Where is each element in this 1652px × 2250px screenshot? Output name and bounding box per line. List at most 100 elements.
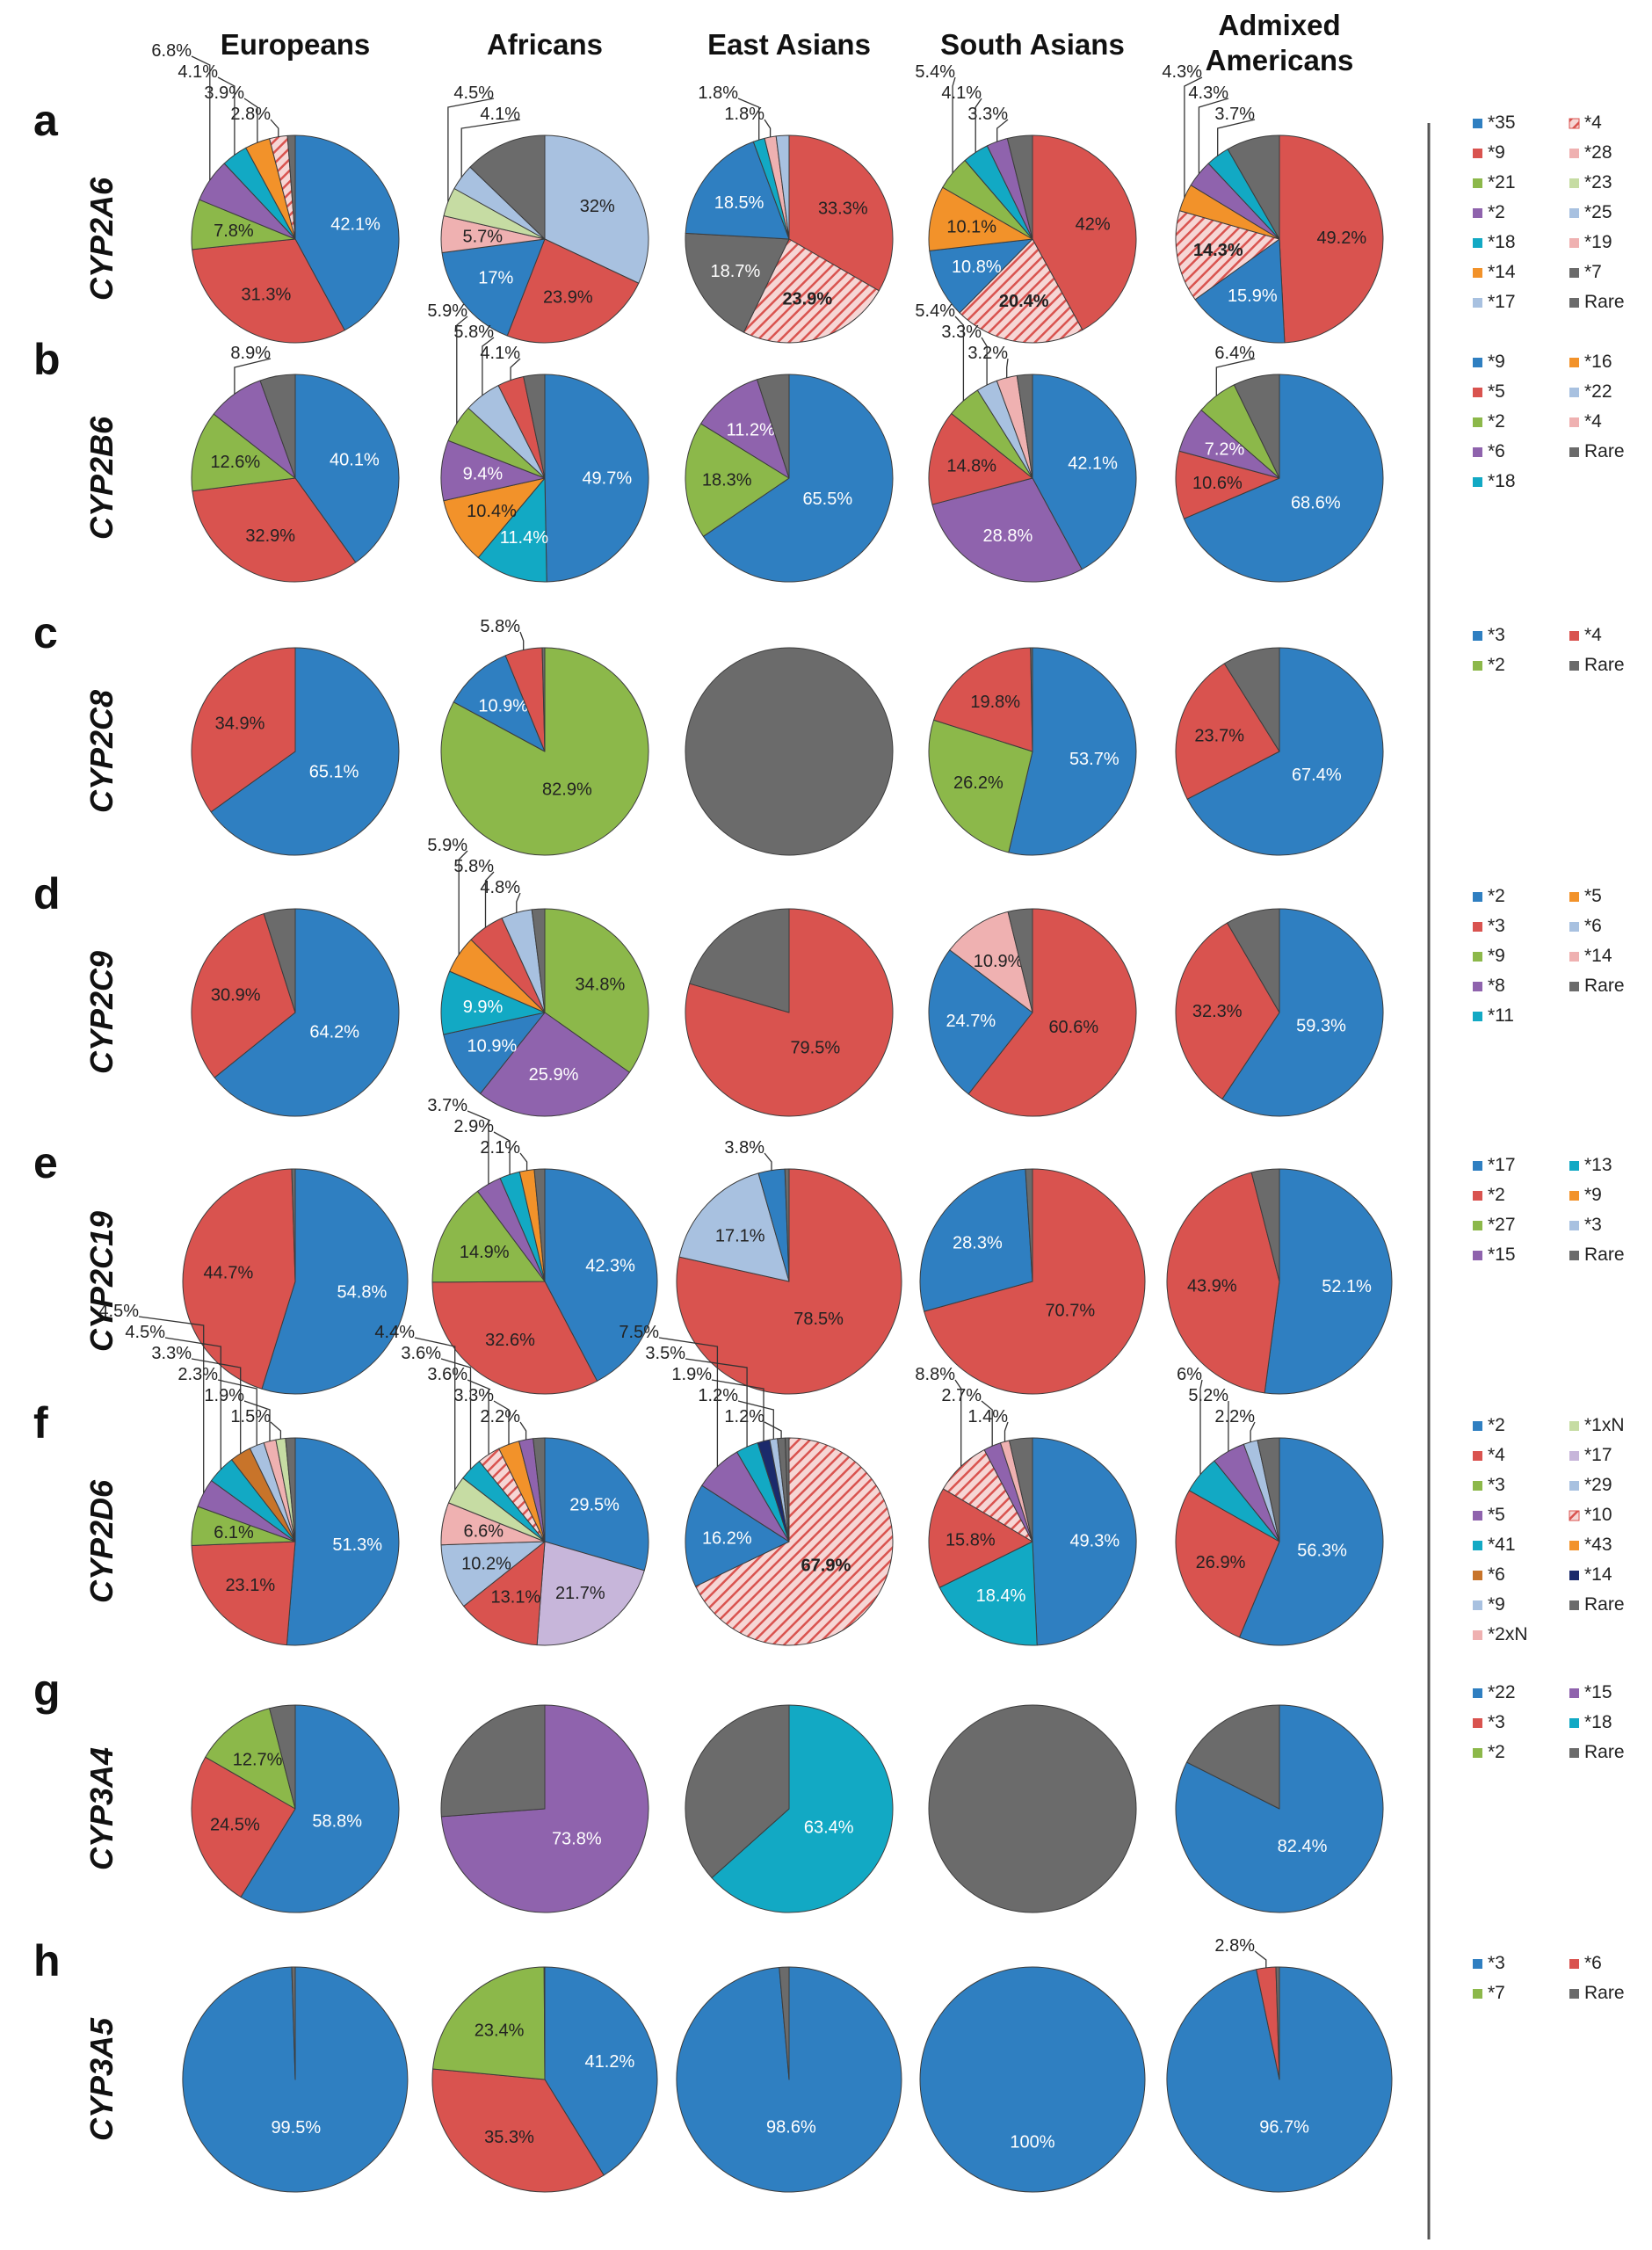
data-label: 58.8% <box>312 1812 362 1832</box>
legend-swatch <box>1473 952 1482 962</box>
legend-swatch <box>1473 1251 1482 1260</box>
legend-swatch <box>1569 1718 1579 1728</box>
column-header: Europeans <box>221 28 371 61</box>
data-label: 6.1% <box>214 1523 254 1542</box>
data-label: 49.3% <box>1069 1531 1119 1550</box>
column-header: Admixed Americans <box>1206 9 1354 76</box>
data-label: 44.7% <box>204 1264 254 1283</box>
leader-line <box>981 337 988 385</box>
pie-slice <box>785 1437 790 1542</box>
leader-line <box>217 76 235 156</box>
legend-swatch <box>1569 1600 1579 1610</box>
pie-chart: 60.6% 24.7% 10.9% <box>928 908 1137 1117</box>
gene-label: CYP3A4 <box>83 1747 120 1870</box>
legend-item: *43 <box>1584 1535 1612 1555</box>
leader-line <box>1184 76 1203 198</box>
pie-slice <box>685 423 790 537</box>
legend-item: *6 <box>1488 1564 1505 1585</box>
legend-item: *41 <box>1488 1535 1516 1555</box>
data-label: 3.3% <box>941 323 982 342</box>
legend-item: *14 <box>1584 1564 1612 1585</box>
pie-chart: 82.9% 10.9% 5.8% <box>440 617 649 856</box>
legend: *35 *4 *9 *28 *21 *23 *2 *25 *18 *19 *14 *7 *17 Rare <box>1473 112 1625 312</box>
data-label: 4.1% <box>941 83 982 103</box>
data-label: 70.7% <box>1045 1302 1095 1321</box>
legend-swatch <box>1473 1451 1482 1461</box>
data-label: 1.8% <box>724 105 764 124</box>
legend-swatch <box>1569 1161 1579 1171</box>
pie-chart: 73.8% <box>440 1704 649 1913</box>
pie-slice <box>784 1168 790 1282</box>
legend-item: *3 <box>1488 1712 1505 1732</box>
legend-item: *17 <box>1584 1445 1612 1465</box>
legend-item: *4 <box>1584 411 1602 432</box>
leader-line <box>1250 1421 1256 1442</box>
pie-slice <box>261 1168 409 1395</box>
pie-slice <box>286 1437 400 1646</box>
pie-slice <box>788 134 894 292</box>
pie-slice <box>1175 450 1280 519</box>
legend-swatch <box>1569 417 1579 427</box>
legend-item: *6 <box>1584 1953 1602 1973</box>
legend-swatch <box>1569 1481 1579 1491</box>
legend-swatch <box>1473 1959 1482 1969</box>
data-label: 1.2% <box>698 1386 738 1405</box>
data-label: 49.7% <box>582 468 632 488</box>
legend-item: *14 <box>1584 946 1612 966</box>
data-label: 5.4% <box>915 62 955 82</box>
legend: *22 *15 *3 *18 *2 Rare <box>1473 1682 1625 1762</box>
pie-row-cyp3a5: h CYP3A5 99.5% 41.2% 35.3% 23.4% 98.6% 100% 96.7… <box>33 1936 1625 2193</box>
pie-slice <box>1007 908 1033 1013</box>
pie-row-cyp2d6: f CYP2D6 51.3% 23.1% 6.1% 1.5% 1.9% 2.3% 3.3% 4.5… <box>33 1302 1625 1646</box>
pie-slice <box>432 1966 546 2080</box>
gene-label: CYP2A6 <box>83 177 120 301</box>
pie-chart: 42.1%31.3%7.8%2.8%3.9%4.1%6.8% <box>151 41 400 344</box>
data-label: 10.9% <box>478 696 528 715</box>
legend-item: *9 <box>1488 1594 1505 1615</box>
legend-swatch <box>1569 892 1579 902</box>
pie-slice <box>928 1704 1137 1913</box>
pie-chart: 56.3% 26.9% 2.2% 5.2% 6% <box>1175 1365 1384 1646</box>
pie-slice <box>685 647 894 856</box>
legend-item: Rare <box>1584 1245 1625 1265</box>
pie-slice <box>192 238 345 344</box>
data-label: 10.1% <box>946 218 996 237</box>
legend-swatch <box>1569 178 1579 188</box>
legend-swatch <box>1569 1221 1579 1230</box>
pie-slice <box>543 1966 546 2080</box>
pie-slice <box>210 647 400 856</box>
pie-row-cyp2c19: e CYP2C19 54.8% 44.7% 42.3% 32.6% 14.9% 2.1% 2.9… <box>33 1096 1625 1395</box>
pie-slice <box>480 1012 630 1117</box>
pie-slice <box>544 1437 649 1571</box>
legend-swatch <box>1569 238 1579 248</box>
pie-slice <box>1032 374 1137 570</box>
leader-line <box>460 119 521 178</box>
leader-line <box>270 1421 282 1440</box>
data-label: 4.5% <box>98 1302 139 1321</box>
data-label: 5.8% <box>453 323 494 342</box>
legend-swatch <box>1473 358 1482 367</box>
data-label: 25.9% <box>529 1065 579 1085</box>
data-label: 13.1% <box>491 1588 541 1608</box>
legend-item: *2 <box>1488 1185 1505 1205</box>
data-label: 10.6% <box>1192 474 1243 493</box>
pie-slice <box>685 232 790 333</box>
pie-slice <box>533 1437 546 1542</box>
legend-swatch <box>1569 298 1579 308</box>
leader-line <box>952 76 956 173</box>
pie-slice <box>291 1168 296 1282</box>
data-label: 4.1% <box>480 344 520 363</box>
leader-line <box>138 1316 205 1493</box>
data-label: 8.9% <box>230 344 271 363</box>
leader-line <box>458 850 468 954</box>
data-label: 68.6% <box>1291 493 1341 512</box>
legend-item: *6 <box>1584 916 1602 936</box>
leader-line <box>164 1337 221 1470</box>
pie-slice <box>469 134 546 240</box>
legend-item: *9 <box>1488 142 1505 163</box>
legend-item: *2 <box>1488 411 1505 432</box>
pie-chart: 49.7% 11.4% 10.4% 9.4% 4.1% 5.8% 5.9% <box>427 301 649 583</box>
pie-slice <box>192 477 357 583</box>
data-label: 3.7% <box>427 1096 467 1115</box>
pie-slice <box>1032 1437 1137 1646</box>
